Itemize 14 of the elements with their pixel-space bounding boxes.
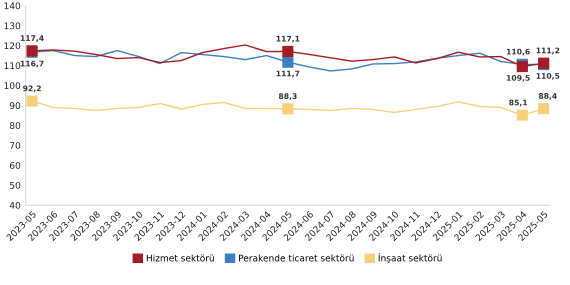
- legend-label: Perakende ticaret sektörü: [239, 254, 354, 262]
- y-tick-label: 70: [10, 142, 20, 149]
- y-tick-label: 40: [10, 202, 20, 209]
- y-tick-label: 50: [10, 182, 20, 189]
- y-tick-label: 100: [4, 82, 20, 90]
- legend-label: İnşaat sektörü: [378, 253, 442, 264]
- y-tick-label: 110: [4, 62, 20, 70]
- y-tick-label: 120: [4, 42, 20, 50]
- y-tick-label: 130: [4, 22, 20, 30]
- y-tick-label: 140: [4, 2, 20, 10]
- legend-label: Hizmet sektörü: [146, 254, 214, 262]
- y-tick-label: 60: [10, 162, 20, 169]
- y-tick-label: 90: [10, 102, 20, 110]
- y-tick-label: 80: [10, 122, 20, 129]
